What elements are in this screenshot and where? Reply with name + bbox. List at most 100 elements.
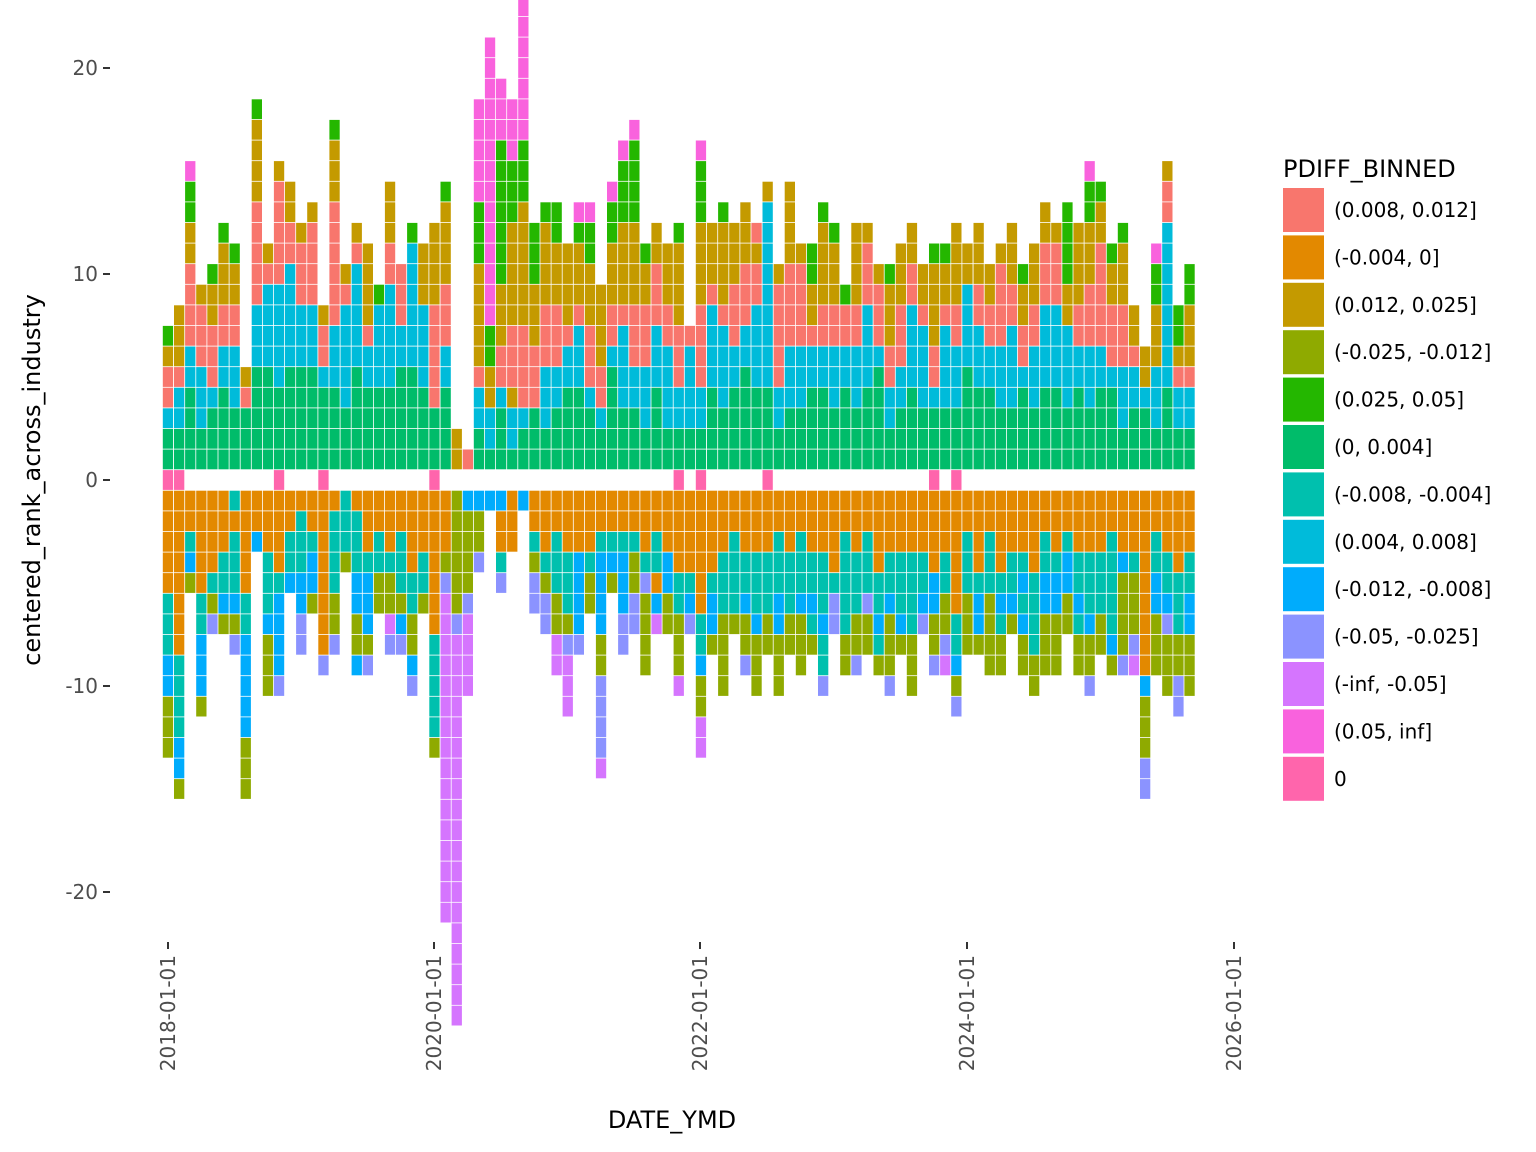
tile (951, 593, 962, 614)
tile (718, 387, 729, 408)
tile (951, 696, 962, 717)
legend-swatch (1283, 567, 1324, 612)
legend-swatch (1283, 614, 1324, 659)
tile (929, 367, 940, 387)
tile (262, 614, 274, 635)
tile (573, 408, 584, 429)
tile (507, 367, 518, 387)
tile (351, 387, 362, 408)
tile (518, 490, 529, 511)
tile (1173, 676, 1184, 696)
tile (1017, 428, 1029, 449)
tile (784, 449, 795, 470)
tile (273, 470, 285, 490)
tile (884, 408, 895, 429)
tile (1029, 305, 1040, 326)
tile (1184, 614, 1195, 635)
tile (707, 531, 718, 552)
tile (895, 634, 906, 655)
tile (218, 573, 229, 593)
tile (851, 655, 862, 676)
tile (1117, 243, 1129, 264)
tile (440, 181, 451, 202)
tile (529, 387, 540, 408)
tile (895, 490, 906, 511)
tile (496, 428, 507, 449)
tile (740, 531, 751, 552)
tile (373, 284, 385, 305)
tile (362, 243, 373, 264)
tile (407, 284, 418, 305)
tile (651, 614, 662, 635)
tile (562, 408, 573, 429)
tile (484, 305, 496, 326)
tile (296, 243, 307, 264)
tile (207, 552, 218, 573)
tile (373, 408, 385, 429)
tile (551, 573, 562, 593)
tile (1173, 449, 1184, 470)
tile (1017, 387, 1029, 408)
tile (174, 408, 185, 429)
tile (1117, 325, 1129, 346)
tile (818, 264, 829, 284)
tile (174, 573, 185, 593)
tile (684, 490, 695, 511)
legend-item: (-0.008, -0.004] (1283, 472, 1491, 517)
tile (473, 99, 485, 120)
tile (529, 449, 540, 470)
tile (595, 655, 607, 676)
tile (1128, 552, 1140, 573)
tile (573, 490, 584, 511)
tile (1128, 614, 1140, 635)
tile (629, 284, 640, 305)
tile (507, 99, 518, 120)
tile (962, 634, 973, 655)
tile (396, 325, 407, 346)
tile (829, 264, 840, 284)
tile (662, 367, 673, 387)
tile (262, 367, 274, 387)
tile (496, 305, 507, 326)
tile (917, 614, 929, 635)
tile (762, 531, 773, 552)
tile (296, 634, 307, 655)
tile (917, 346, 929, 367)
tile (451, 428, 462, 449)
tile (273, 593, 285, 614)
tile (1084, 367, 1095, 387)
tile (851, 367, 862, 387)
tile (951, 531, 962, 552)
tile (607, 181, 618, 202)
tile (662, 490, 673, 511)
tile (462, 614, 473, 635)
tile (285, 325, 296, 346)
tile (784, 222, 795, 243)
tile (218, 284, 229, 305)
tile (407, 243, 418, 264)
tile (1162, 552, 1173, 573)
tile (174, 696, 185, 717)
tile (318, 408, 329, 429)
tile (362, 511, 373, 532)
tile (429, 737, 440, 758)
tile (407, 490, 418, 511)
tile (695, 284, 707, 305)
tile (185, 449, 196, 470)
tile (862, 449, 873, 470)
tile (784, 181, 795, 202)
tile (951, 264, 962, 284)
tile (884, 428, 895, 449)
tile (995, 573, 1006, 593)
y-tick: 20 (73, 56, 110, 80)
tile (340, 511, 351, 532)
tile (318, 346, 329, 367)
tile (1162, 325, 1173, 346)
tile (962, 449, 973, 470)
tile (595, 408, 607, 429)
tile (618, 614, 629, 635)
tile (329, 593, 340, 614)
tile (984, 325, 995, 346)
tile (240, 676, 251, 696)
tile (1117, 593, 1129, 614)
